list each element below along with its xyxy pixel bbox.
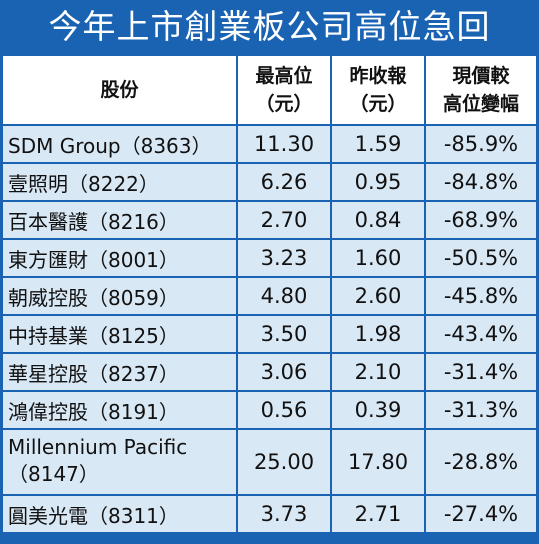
header-close: 昨收報 （元）: [332, 56, 424, 124]
close-cell: 2.71: [332, 496, 424, 532]
header-stock-label: 股份: [100, 79, 139, 101]
change-cell: -84.8%: [426, 164, 536, 200]
change-cell: -45.8%: [426, 278, 536, 314]
stock-name-cell: 圓美光電（8311）: [3, 496, 236, 532]
stock-name-cell: 朝威控股（8059）: [3, 278, 236, 314]
header-high-line2: （元）: [255, 93, 313, 115]
header-close-line2: （元）: [349, 93, 407, 115]
stock-name-cell: 華星控股（8237）: [3, 354, 236, 390]
high-cell: 3.06: [238, 354, 330, 390]
high-cell: 3.23: [238, 240, 330, 276]
stock-name-cell: 東方匯財（8001）: [3, 240, 236, 276]
header-change-line2: 高位變幅: [442, 93, 519, 115]
close-cell: 0.39: [332, 392, 424, 428]
close-cell: 1.98: [332, 316, 424, 352]
high-cell: 25.00: [238, 430, 330, 494]
header-change: 現價較 高位變幅: [426, 56, 536, 124]
close-cell: 0.84: [332, 202, 424, 238]
close-cell: 1.59: [332, 126, 424, 162]
close-cell: 0.95: [332, 164, 424, 200]
stock-name-cell: Millennium Pacific（8147）: [3, 430, 236, 494]
stock-name-cell: 中持基業（8125）: [3, 316, 236, 352]
high-cell: 11.30: [238, 126, 330, 162]
header-high-line1: 最高位: [255, 65, 313, 87]
high-cell: 6.26: [238, 164, 330, 200]
change-cell: -27.4%: [426, 496, 536, 532]
change-cell: -28.8%: [426, 430, 536, 494]
change-cell: -31.4%: [426, 354, 536, 390]
close-cell: 2.10: [332, 354, 424, 390]
stock-name-cell: SDM Group（8363）: [3, 126, 236, 162]
change-cell: -50.5%: [426, 240, 536, 276]
change-cell: -68.9%: [426, 202, 536, 238]
header-close-line1: 昨收報: [349, 65, 407, 87]
change-cell: -85.9%: [426, 126, 536, 162]
high-cell: 4.80: [238, 278, 330, 314]
close-cell: 2.60: [332, 278, 424, 314]
stock-name-cell: 壹照明（8222）: [3, 164, 236, 200]
high-cell: 2.70: [238, 202, 330, 238]
header-change-line1: 現價較: [452, 65, 510, 87]
high-cell: 3.50: [238, 316, 330, 352]
change-cell: -43.4%: [426, 316, 536, 352]
page-title: 今年上市創業板公司高位急回: [48, 7, 491, 46]
high-cell: 3.73: [238, 496, 330, 532]
change-cell: -31.3%: [426, 392, 536, 428]
stock-name-cell: 百本醫護（8216）: [3, 202, 236, 238]
header-stock: 股份: [3, 56, 236, 124]
stock-name-cell: 鴻偉控股（8191）: [3, 392, 236, 428]
header-high: 最高位 （元）: [238, 56, 330, 124]
close-cell: 1.60: [332, 240, 424, 276]
close-cell: 17.80: [332, 430, 424, 494]
high-cell: 0.56: [238, 392, 330, 428]
stock-table: 股份 最高位 （元） 昨收報 （元） 現價較 高位變幅 SDM Group（83…: [3, 56, 536, 542]
